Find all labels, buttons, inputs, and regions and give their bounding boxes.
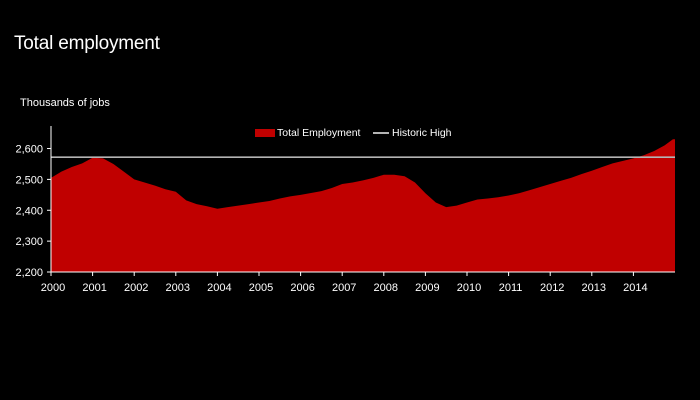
y-tick-label: 2,200 <box>15 267 43 279</box>
x-tick-label: 2012 <box>540 282 564 294</box>
x-tick-label: 2003 <box>166 282 190 294</box>
area-layer <box>51 139 675 272</box>
legend-label-historic-high: Historic High <box>392 127 452 139</box>
x-tick-label: 2014 <box>623 282 647 294</box>
x-tick-label: 2002 <box>124 282 148 294</box>
legend-label-total-employment: Total Employment <box>277 127 361 139</box>
y-tick-label: 2,300 <box>15 236 43 248</box>
x-tick-label: 2013 <box>582 282 606 294</box>
legend: Total Employment Historic High <box>255 127 452 139</box>
legend-swatch-total-employment <box>255 129 275 137</box>
x-tick-label: 2005 <box>249 282 273 294</box>
x-tick-label: 2007 <box>332 282 356 294</box>
x-tick-label: 2004 <box>207 282 231 294</box>
y-tick-label: 2,400 <box>15 205 43 217</box>
x-tick-label: 2009 <box>415 282 439 294</box>
x-tick-label: 2011 <box>499 282 523 294</box>
x-tick-label: 2006 <box>290 282 314 294</box>
chart-title: Total employment <box>14 33 160 54</box>
y-axis-label: Thousands of jobs <box>20 97 110 109</box>
x-tick-label: 2001 <box>82 282 106 294</box>
y-tick-label: 2,600 <box>15 144 43 156</box>
axis-layer: 2,200 2,300 2,400 2,500 2,600 2000 2001 2002 200… <box>15 126 675 294</box>
x-tick-label: 2010 <box>457 282 481 294</box>
y-tick-label: 2,500 <box>15 174 43 186</box>
total-employment-area <box>51 139 675 272</box>
x-tick-label: 2008 <box>374 282 398 294</box>
x-tick-label: 2000 <box>41 282 65 294</box>
